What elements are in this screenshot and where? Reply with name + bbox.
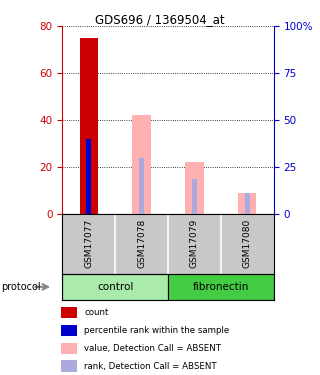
Text: protocol: protocol [2,282,41,292]
Bar [86,139,92,214]
Bar [238,193,256,214]
Text: GSM17078: GSM17078 [137,219,146,268]
Text: fibronectin: fibronectin [193,282,249,292]
Bar [185,162,204,214]
Bar [192,178,197,214]
Text: percentile rank within the sample: percentile rank within the sample [84,326,229,335]
Bar [61,325,77,336]
Bar [61,343,77,354]
Bar [139,158,144,214]
Bar [62,274,168,300]
Bar [61,307,77,318]
Text: GSM17080: GSM17080 [243,219,252,268]
Bar [80,38,98,214]
Text: GSM17079: GSM17079 [190,219,199,268]
Bar [244,193,250,214]
Text: GDS696 / 1369504_at: GDS696 / 1369504_at [95,13,225,26]
Text: rank, Detection Call = ABSENT: rank, Detection Call = ABSENT [84,362,217,370]
Text: GSM17077: GSM17077 [84,219,93,268]
Bar [168,274,274,300]
Bar [132,116,151,214]
Text: count: count [84,308,108,317]
Bar [61,360,77,372]
Text: value, Detection Call = ABSENT: value, Detection Call = ABSENT [84,344,221,353]
Text: control: control [97,282,133,292]
